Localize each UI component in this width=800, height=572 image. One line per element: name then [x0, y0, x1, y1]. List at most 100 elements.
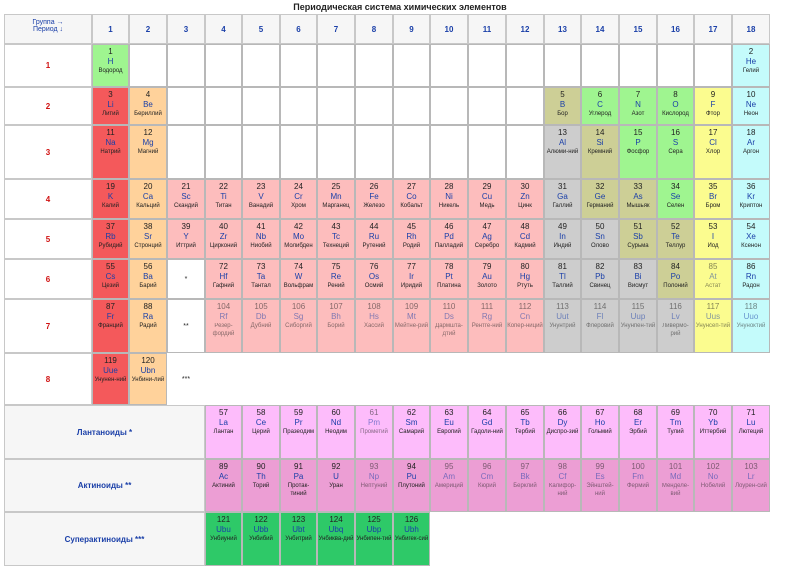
element-cell[interactable]: 115 Uup Унунпен-тий	[619, 299, 657, 353]
element-cell[interactable]: 35 Br Бром	[694, 179, 732, 219]
element-cell[interactable]: 93 Np Нептуний	[355, 459, 393, 512]
element-cell[interactable]: 66 Dy Диспро-зий	[544, 405, 581, 459]
element-cell[interactable]: 103 Lr Лоурен-сий	[732, 459, 770, 512]
element-cell[interactable]: 119 Uue Унунен-ний	[92, 353, 129, 405]
element-cell[interactable]: 2 He Гелий	[732, 44, 770, 87]
element-cell[interactable]: 1 H Водород	[92, 44, 129, 87]
element-cell[interactable]: 10 Ne Неон	[732, 87, 770, 125]
element-cell[interactable]: 22 Ti Титан	[205, 179, 242, 219]
element-cell[interactable]: 38 Sr Стронций	[129, 219, 167, 259]
element-cell[interactable]: 29 Cu Медь	[468, 179, 506, 219]
element-cell[interactable]: 106 Sg Сиборгий	[280, 299, 317, 353]
element-cell[interactable]: 56 Ba Барий	[129, 259, 167, 299]
element-cell[interactable]: 37 Rb Рубидий	[92, 219, 129, 259]
element-cell[interactable]: 28 Ni Никель	[430, 179, 468, 219]
element-cell[interactable]: 116 Lv Ливермо-рий	[657, 299, 694, 353]
element-cell[interactable]: 32 Ge Германий	[581, 179, 619, 219]
element-cell[interactable]: 65 Tb Тербий	[506, 405, 544, 459]
element-cell[interactable]: 74 W Вольфрам	[280, 259, 317, 299]
element-cell[interactable]: 82 Pb Свинец	[581, 259, 619, 299]
element-cell[interactable]: 48 Cd Кадмий	[506, 219, 544, 259]
element-cell[interactable]: 104 Rf Резер-фордий	[205, 299, 242, 353]
element-cell[interactable]: 86 Rn Радон	[732, 259, 770, 299]
element-cell[interactable]: 87 Fr Франций	[92, 299, 129, 353]
element-cell[interactable]: 117 Uus Унунсеп-тий	[694, 299, 732, 353]
element-cell[interactable]: 96 Cm Кюрий	[468, 459, 506, 512]
element-cell[interactable]: 52 Te Теллур	[657, 219, 694, 259]
element-cell[interactable]: 80 Hg Ртуть	[506, 259, 544, 299]
element-cell[interactable]: 30 Zn Цинк	[506, 179, 544, 219]
element-cell[interactable]: 49 In Индий	[544, 219, 581, 259]
element-cell[interactable]: 114 Fl Флеровий	[581, 299, 619, 353]
element-cell[interactable]: 83 Bi Висмут	[619, 259, 657, 299]
element-cell[interactable]: 15 P Фосфор	[619, 125, 657, 179]
element-cell[interactable]: 120 Ubn Унбини-лий	[129, 353, 167, 405]
element-cell[interactable]: 21 Sc Скандий	[167, 179, 205, 219]
element-cell[interactable]: 60 Nd Неодим	[317, 405, 355, 459]
element-cell[interactable]: 41 Nb Ниобий	[242, 219, 280, 259]
element-cell[interactable]: 111 Rg Рентге-ний	[468, 299, 506, 353]
element-cell[interactable]: 18 Ar Аргон	[732, 125, 770, 179]
element-cell[interactable]: 121 Ubu Унбиуний	[205, 512, 242, 566]
element-cell[interactable]: 102 No Нобелий	[694, 459, 732, 512]
element-cell[interactable]: 78 Pt Платина	[430, 259, 468, 299]
element-cell[interactable]: 6 C Углерод	[581, 87, 619, 125]
element-cell[interactable]: 42 Mo Молибден	[280, 219, 317, 259]
element-cell[interactable]: 47 Ag Серебро	[468, 219, 506, 259]
element-cell[interactable]: 13 Al Алюми-ний	[544, 125, 581, 179]
element-cell[interactable]: 118 Uuo Унуноктий	[732, 299, 770, 353]
element-cell[interactable]: 14 Si Кремний	[581, 125, 619, 179]
element-cell[interactable]: 123 Ubt Унбитрий	[280, 512, 317, 566]
element-cell[interactable]: 27 Co Кобальт	[393, 179, 430, 219]
element-cell[interactable]: 31 Ga Галлий	[544, 179, 581, 219]
element-cell[interactable]: 58 Ce Церий	[242, 405, 280, 459]
element-cell[interactable]: 64 Gd Гадоли-ний	[468, 405, 506, 459]
element-cell[interactable]: 124 Ubq Унбиква-дий	[317, 512, 355, 566]
element-cell[interactable]: 3 Li Литий	[92, 87, 129, 125]
element-cell[interactable]: 100 Fm Фермий	[619, 459, 657, 512]
element-cell[interactable]: 89 Ac Актиний	[205, 459, 242, 512]
element-cell[interactable]: 110 Ds Дармшта-дтий	[430, 299, 468, 353]
element-cell[interactable]: 62 Sm Самарий	[393, 405, 430, 459]
element-cell[interactable]: 73 Ta Тантал	[242, 259, 280, 299]
element-cell[interactable]: 77 Ir Иридий	[393, 259, 430, 299]
element-cell[interactable]: 97 Bk Берклий	[506, 459, 544, 512]
element-cell[interactable]: 70 Yb Иттербий	[694, 405, 732, 459]
element-cell[interactable]: 51 Sb Сурьма	[619, 219, 657, 259]
element-cell[interactable]: 69 Tm Тулий	[657, 405, 694, 459]
element-cell[interactable]: 109 Mt Мейтне-рий	[393, 299, 430, 353]
element-cell[interactable]: 39 Y Иттрий	[167, 219, 205, 259]
element-cell[interactable]: 88 Ra Радий	[129, 299, 167, 353]
element-cell[interactable]: 105 Db Дубний	[242, 299, 280, 353]
element-cell[interactable]: 75 Re Рений	[317, 259, 355, 299]
element-cell[interactable]: 50 Sn Олово	[581, 219, 619, 259]
element-cell[interactable]: 99 Es Эйнштей-ний	[581, 459, 619, 512]
element-cell[interactable]: 92 U Уран	[317, 459, 355, 512]
element-cell[interactable]: 9 F Фтор	[694, 87, 732, 125]
element-cell[interactable]: 16 S Сера	[657, 125, 694, 179]
element-cell[interactable]: 26 Fe Железо	[355, 179, 393, 219]
element-cell[interactable]: 12 Mg Магний	[129, 125, 167, 179]
element-cell[interactable]: 44 Ru Рутений	[355, 219, 393, 259]
element-cell[interactable]: 98 Cf Калифор-ний	[544, 459, 581, 512]
element-cell[interactable]: 11 Na Натрий	[92, 125, 129, 179]
element-cell[interactable]: 72 Hf Гафний	[205, 259, 242, 299]
element-cell[interactable]: 19 K Калий	[92, 179, 129, 219]
element-cell[interactable]: 40 Zr Цирконий	[205, 219, 242, 259]
element-cell[interactable]: 71 Lu Лютеций	[732, 405, 770, 459]
element-cell[interactable]: 122 Ubb Унбибий	[242, 512, 280, 566]
element-cell[interactable]: 59 Pr Празеодим	[280, 405, 317, 459]
element-cell[interactable]: 107 Bh Борий	[317, 299, 355, 353]
element-cell[interactable]: 90 Th Торий	[242, 459, 280, 512]
element-cell[interactable]: 112 Cn Копер-ниций	[506, 299, 544, 353]
element-cell[interactable]: 85 At Астат	[694, 259, 732, 299]
element-cell[interactable]: 45 Rh Родий	[393, 219, 430, 259]
element-cell[interactable]: 55 Cs Цезий	[92, 259, 129, 299]
element-cell[interactable]: 125 Ubp Унбипен-тий	[355, 512, 393, 566]
element-cell[interactable]: 61 Pm Прометий	[355, 405, 393, 459]
element-cell[interactable]: 113 Uut Унунтрий	[544, 299, 581, 353]
element-cell[interactable]: 46 Pd Палладий	[430, 219, 468, 259]
element-cell[interactable]: 81 Tl Таллий	[544, 259, 581, 299]
element-cell[interactable]: 25 Mn Марганец	[317, 179, 355, 219]
element-cell[interactable]: 24 Cr Хром	[280, 179, 317, 219]
